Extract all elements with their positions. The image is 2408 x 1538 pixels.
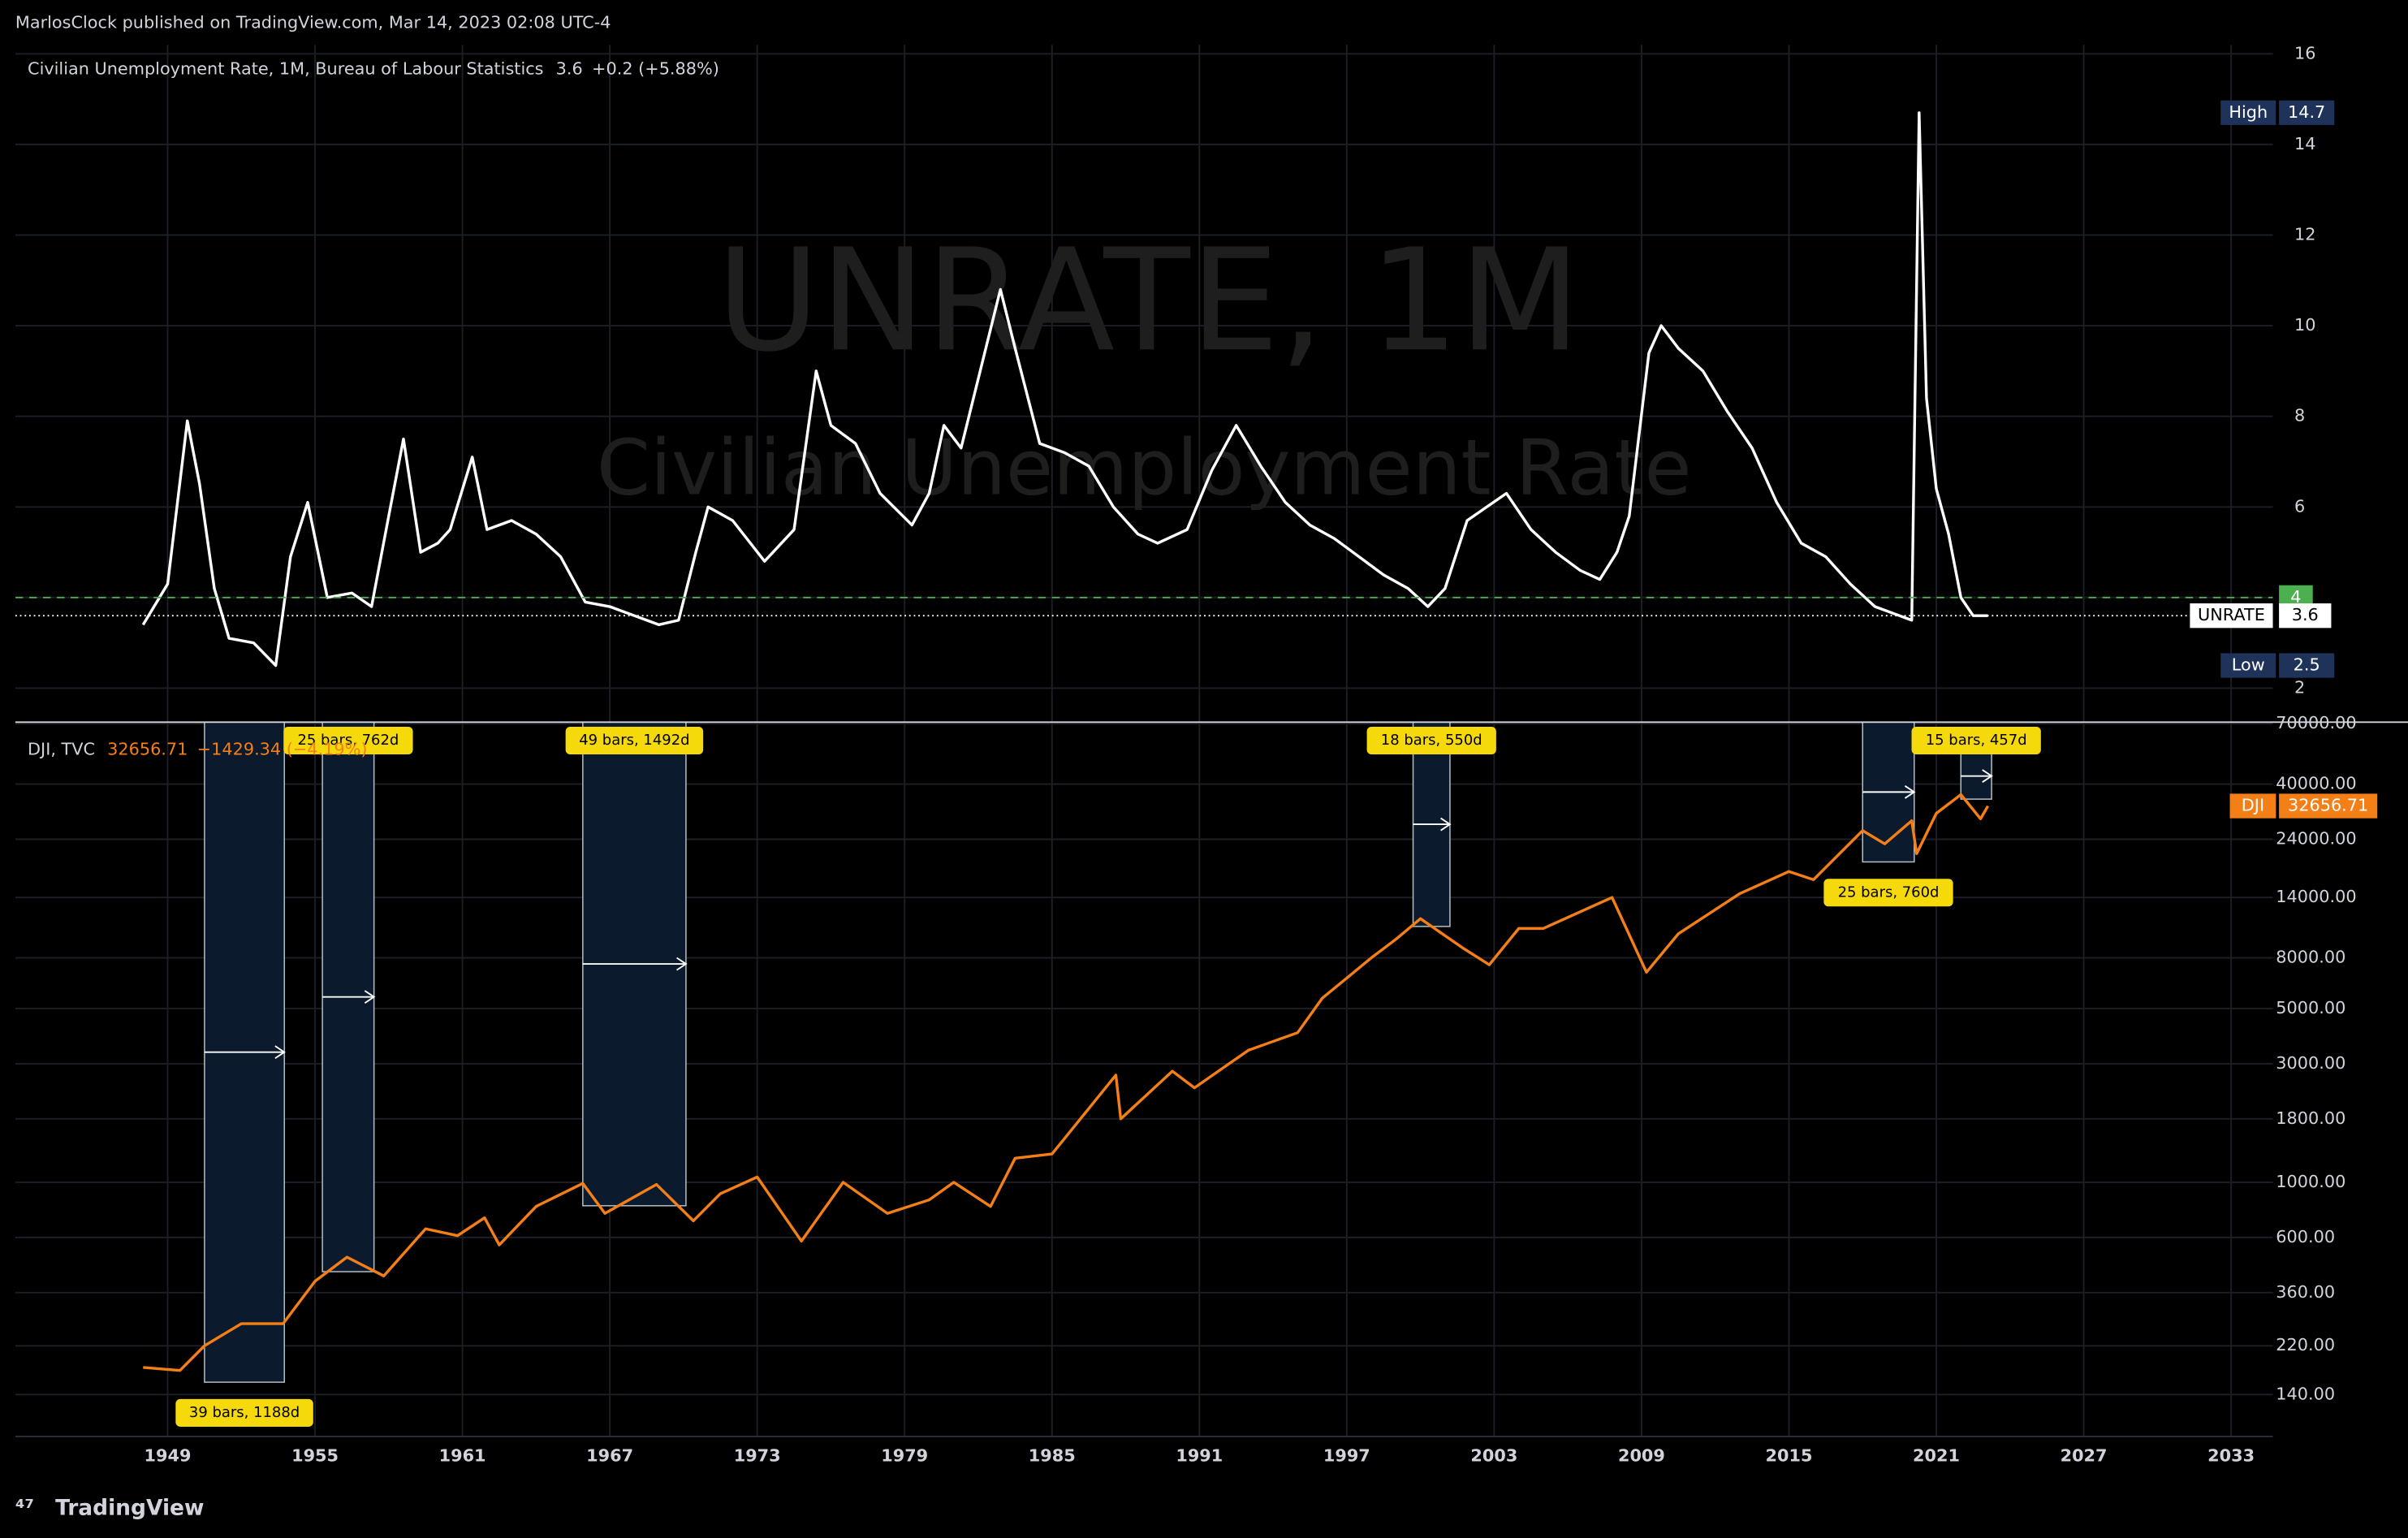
y-tick-label: 14000.00 [2276,887,2356,906]
high-value-badge [2279,100,2335,125]
x-tick-label: 2033 [2207,1445,2255,1465]
x-tick-label: 2027 [2061,1445,2108,1465]
range-arrowhead [1904,785,1916,799]
overlay: 1949 1955 1961 1967 1973 1979 1985 1991 1997 2003… [28,43,2378,1465]
y-tick-label: 6 [2294,496,2305,516]
range-arrowhead [364,990,376,1004]
range-label: 49 bars, 1492d [579,732,689,749]
y-tick-label: 2 [2294,677,2305,697]
y-tick-label: 14 [2294,134,2315,153]
watermark: Civilian Unemployment Rate [597,424,1692,513]
y-tick-label: 1000.00 [2276,1172,2345,1191]
high-label: High [2229,102,2268,122]
x-tick-label: 2003 [1470,1445,1517,1465]
y-tick-label: 140.00 [2276,1384,2335,1403]
x-tick-label: 1961 [439,1445,486,1465]
logo-icon: ⁴⁷ [15,1495,34,1520]
header: MarlosClock published on TradingView.com… [15,13,611,32]
range-arrowhead [274,1045,286,1060]
y-tick-label: 5000.00 [2276,998,2345,1017]
low-value-badge [2279,653,2335,678]
series-line [141,111,1988,667]
y-tick-label: 360.00 [2276,1282,2335,1302]
legend-change: +0.2 (+5.88%) [592,58,719,78]
y-tick-label: 3000.00 [2276,1053,2345,1073]
x-tick-label: 1979 [881,1445,928,1465]
x-tick-label: 1991 [1176,1445,1223,1465]
x-tick-label: 1997 [1323,1445,1370,1465]
range-label-bg [1366,726,1496,755]
x-tick-label: 1973 [734,1445,781,1465]
legend-title: DJI, TVC [28,739,95,758]
range-label-bg [1911,726,2041,755]
low-badge [2220,653,2276,678]
x-tick-label: 2009 [1618,1445,1665,1465]
y-tick-label: 8 [2294,406,2305,426]
series-line [143,793,1990,1372]
y-tick-label: 40000.00 [2276,774,2356,793]
range-arrowhead [1982,769,1993,783]
y-tick-label: 16 [2294,43,2315,63]
legend: DJI, TVC 32656.71 −1429.34 (−4.19%) [28,739,367,758]
top-pane: UNRATE, 1M Civilian Unemployment Rate [15,45,2273,723]
last-value-badge [2279,603,2332,629]
range-arrowhead [1440,817,1452,832]
range-label-bg [175,1398,313,1427]
legend-title: Civilian Unemployment Rate, 1M, Bureau o… [28,58,543,78]
x-tick-label: 1949 [145,1445,192,1465]
range-label-bg [283,726,413,755]
range-label: 18 bars, 550d [1381,732,1482,749]
y-tick-label: 220.00 [2276,1335,2335,1354]
legend-change: −1429.34 (−4.19%) [197,739,368,758]
y-tick-label: 1800.00 [2276,1108,2345,1128]
series-name: DJI [2242,796,2264,815]
series-name: UNRATE [2198,605,2265,624]
footer-logo: TradingView [55,1495,204,1520]
x-tick-label: 2015 [1766,1445,1813,1465]
low-value: 2.5 [2294,655,2320,675]
x-tick-label: 1985 [1029,1445,1076,1465]
high-badge [2220,100,2276,125]
high-value: 14.7 [2288,102,2325,122]
y-tick-label: 8000.00 [2276,948,2345,967]
watermark: UNRATE, 1M [717,218,1582,383]
range-arrowhead [676,957,688,971]
x-tick-label: 2021 [1913,1445,1960,1465]
y-tick-label: 10 [2294,315,2315,335]
series-badge [2190,603,2273,629]
y-tick-label: 24000.00 [2276,828,2356,848]
last-value: 32656.71 [2288,796,2368,815]
range-label-bg [1823,879,1953,907]
bottom-pane [15,722,2273,1436]
y-tick-label: 12 [2294,224,2315,244]
last-value: 3.6 [2292,605,2319,624]
legend: Civilian Unemployment Rate, 1M, Bureau o… [28,58,719,78]
range-label-bg [565,726,704,755]
series-badge [2229,793,2276,819]
range-label: 25 bars, 760d [1838,883,1940,901]
legend-value: 3.6 [556,58,583,78]
last-value-badge [2279,793,2378,819]
hline-label: 4 [2290,587,2301,607]
x-tick-label: 1967 [586,1445,633,1465]
range-label: 15 bars, 457d [1926,732,2027,749]
y-tick-label: 600.00 [2276,1227,2335,1246]
range-label: 39 bars, 1188d [189,1404,300,1421]
low-label: Low [2232,655,2265,675]
x-tick-label: 1955 [291,1445,339,1465]
range-label: 25 bars, 762d [297,732,399,749]
legend-value: 32656.71 [107,739,188,758]
